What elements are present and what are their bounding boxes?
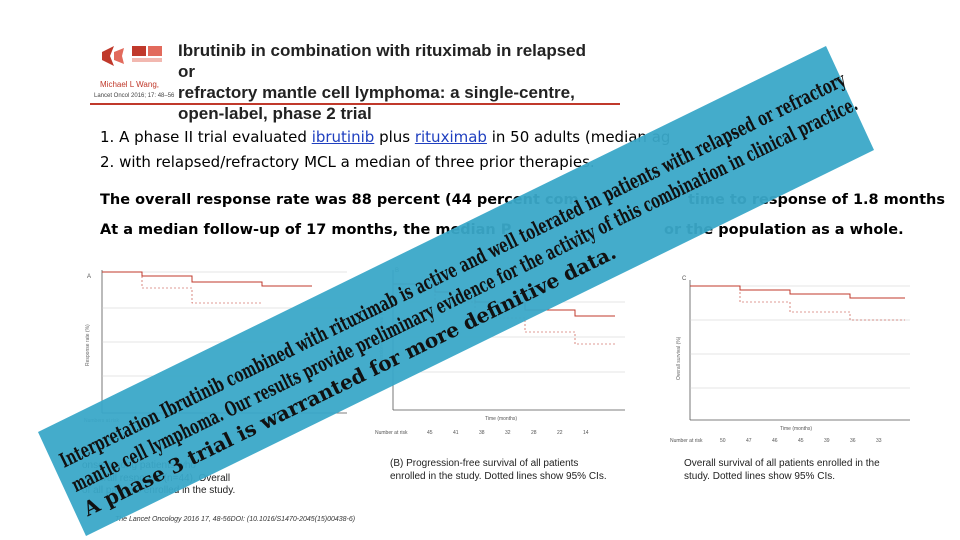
response-time-text: time to response of 1.8 months (688, 192, 945, 208)
svg-text:Time (months): Time (months) (780, 426, 812, 432)
journal-logo (102, 46, 162, 66)
svg-text:A: A (87, 274, 91, 280)
panel-b-pfs-plot: B Progression-free survival (%) Time (mo… (375, 268, 625, 436)
panel-b-caption: (B) Progression-free survival of all pat… (390, 458, 607, 482)
list-text-middle: plus (374, 128, 415, 146)
svg-text:C: C (682, 276, 687, 282)
svg-text:45: 45 (798, 438, 804, 444)
svg-text:Number at risk: Number at risk (670, 438, 703, 444)
svg-text:46: 46 (772, 438, 778, 444)
population-text: or the population as a whole. (664, 222, 904, 238)
svg-text:Progression-free survival (%): Progression-free survival (%) (379, 307, 385, 372)
svg-text:Time (months): Time (months) (485, 416, 517, 422)
svg-text:Number at risk: Number at risk (375, 430, 408, 436)
svg-text:39: 39 (824, 438, 830, 444)
list-number: 1. (100, 128, 115, 146)
svg-text:Numbers at risk: Numbers at risk (84, 418, 120, 424)
list-text: with relapsed/refractory MCL a median of… (119, 153, 595, 171)
panel-a-caption: onse among patients who , overall respon… (82, 460, 236, 496)
svg-text:41: 41 (453, 430, 459, 436)
article-authors: Michael L Wang, (100, 80, 159, 89)
article-title: Ibrutinib in combination with rituximab … (178, 41, 587, 123)
panel-c-os-plot: C Overall survival (%) Time (months) Num… (670, 276, 910, 444)
footer-citation: The Lancet Oncology 2016 17, 48-56DOI: (… (115, 516, 356, 523)
list-number: 2. (100, 153, 115, 171)
response-rate-text: The overall response rate was 88 percent… (100, 192, 579, 208)
svg-text:45: 45 (427, 430, 433, 436)
svg-text:38: 38 (479, 430, 485, 436)
journal-reference: Lancet Oncol 2016; 17: 48–56 (94, 93, 175, 99)
header-divider (90, 103, 620, 105)
svg-text:50: 50 (720, 438, 726, 444)
svg-text:22: 22 (557, 430, 563, 436)
follow-up-text: At a median follow-up of 17 months, the … (100, 222, 512, 238)
svg-text:33: 33 (876, 438, 882, 444)
svg-text:28: 28 (531, 430, 537, 436)
svg-text:14: 14 (583, 430, 589, 436)
svg-text:B: B (395, 268, 399, 274)
panel-a-response-plot: A Response rate (%) Numbers at risk (84, 270, 347, 424)
ibrutinib-link[interactable]: ibrutinib (311, 128, 375, 146)
list-text-before: A phase II trial evaluated (119, 128, 312, 146)
panel-c-caption: Overall survival of all patients enrolle… (684, 458, 880, 482)
list-item-2: 2. with relapsed/refractory MCL a median… (100, 153, 595, 171)
svg-text:36: 36 (850, 438, 856, 444)
svg-text:Overall survival (%): Overall survival (%) (676, 336, 682, 380)
svg-text:32: 32 (505, 430, 511, 436)
list-item-1: 1. A phase II trial evaluated ibrutinib … (100, 128, 670, 146)
svg-text:47: 47 (746, 438, 752, 444)
svg-text:Response rate (%): Response rate (%) (85, 324, 91, 366)
rituximab-link[interactable]: rituximab (414, 128, 487, 146)
list-text-after: in 50 adults (median ag (486, 128, 671, 146)
